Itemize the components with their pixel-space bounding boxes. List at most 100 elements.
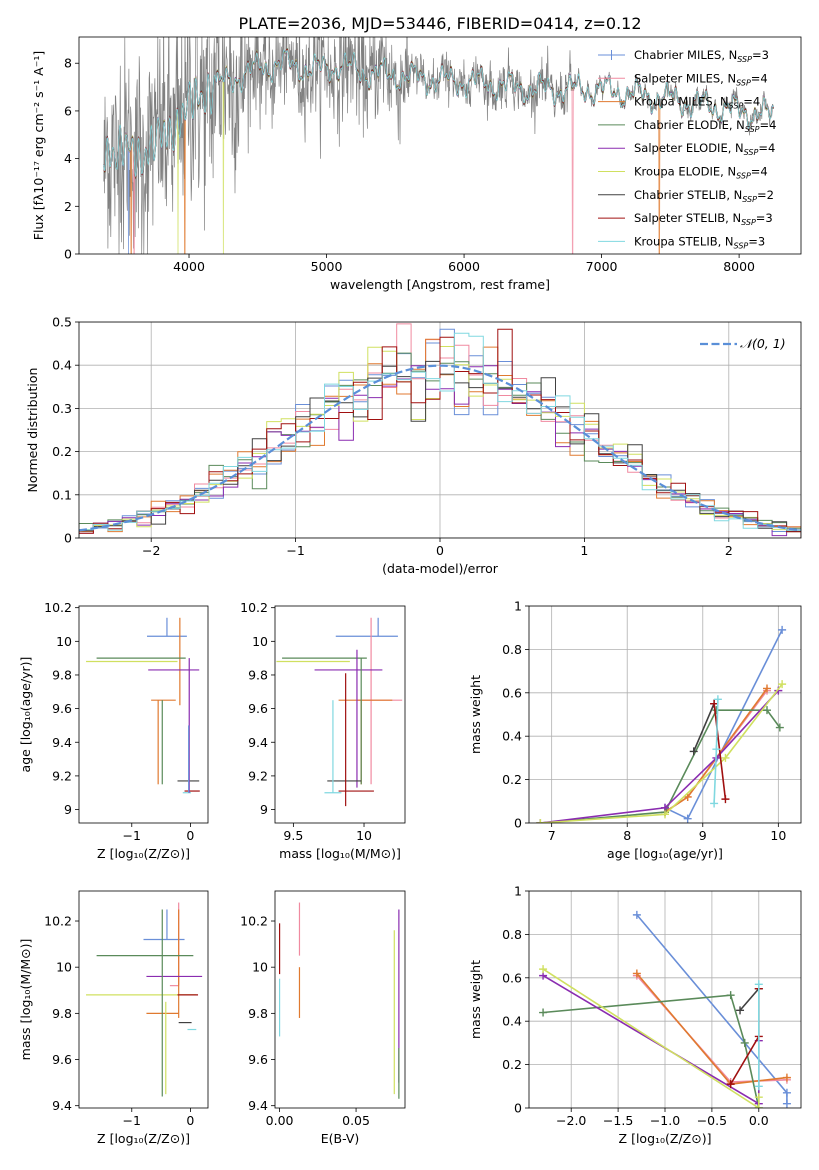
x-axis-label: Z [log₁₀(Z/Z⊙)] — [97, 846, 190, 861]
legend-label: Salpeter ELODIE, NSSP=4 — [634, 141, 775, 157]
x-tick-label: 9 — [699, 828, 707, 843]
legend-label-end: =4 — [751, 71, 768, 85]
legend-label-sub: SSP — [741, 218, 756, 227]
y-tick-label: 9 — [260, 802, 268, 817]
y-tick-label: 0 — [64, 247, 72, 262]
x-axis-label: mass [log₁₀(M/M⊙)] — [279, 846, 401, 861]
x-tick-label: 1 — [580, 543, 588, 558]
y-tick-label: 0.6 — [502, 970, 522, 985]
x-axis-label: age [log₁₀(age/yr)] — [607, 846, 723, 861]
y-tick-label: 9.4 — [52, 735, 72, 750]
weight-marker — [736, 1006, 745, 1015]
axes-frame — [274, 890, 406, 1109]
normal-curve — [79, 364, 801, 532]
weight-marker — [740, 1038, 749, 1047]
y-tick-label: 9.8 — [248, 1006, 268, 1021]
x-axis-label: E(B-V) — [321, 1131, 360, 1146]
weight-marker — [782, 1099, 791, 1108]
weight-marker — [782, 1088, 791, 1097]
y-tick-label: 0.8 — [502, 642, 522, 657]
legend-label-main: Salpeter STELIB, N — [634, 211, 741, 225]
panel-weight-vs-Z: −2.0 −1.5 −1.0 −0.5 0.0 0 0.2 0.4 0.6 0.8 1 Z [log₁… — [468, 884, 802, 1146]
weight-marker — [726, 991, 735, 1000]
y-tick-label: 10.2 — [240, 914, 268, 929]
y-tick-label: 9.6 — [248, 701, 268, 716]
legend-label-sub: SSP — [742, 195, 757, 204]
legend-label: Chabrier STELIB, NSSP=2 — [634, 188, 774, 204]
legend-label: Kroupa MILES, NSSP=4 — [634, 95, 760, 111]
x-axis-label: Z [log₁₀(Z/Z⊙)] — [619, 1131, 712, 1146]
axes-frame — [274, 605, 406, 824]
weight-marker — [754, 1104, 763, 1108]
x-tick-label: 7 — [548, 828, 556, 843]
legend-marker — [606, 50, 617, 60]
y-axis-label: age [log₁₀(age/yr)] — [18, 657, 33, 773]
weight-marker — [536, 819, 545, 823]
x-tick-label: 10 — [770, 828, 786, 843]
legend-label-sub: SSP — [737, 55, 752, 64]
weight-marker — [763, 706, 771, 715]
legend-label-main: Kroupa STELIB, N — [634, 234, 734, 248]
weight-line — [540, 683, 783, 823]
x-tick-label: 0 — [186, 828, 194, 843]
weight-line — [730, 988, 760, 1085]
y-tick-label: 9.8 — [248, 667, 268, 682]
y-tick-label: 4 — [64, 151, 72, 166]
panel-age-vs-Z: −1 0 9 9.2 9.4 9.6 9.8 10 10.2 Z [log₁₀(Z/Z⊙)] age… — [18, 600, 209, 861]
y-tick-label: 9.4 — [248, 735, 268, 750]
weight-marker — [539, 1008, 548, 1017]
x-tick-label: 0.00 — [266, 1113, 294, 1128]
x-tick-label: −1.5 — [603, 1113, 633, 1128]
weight-marker — [721, 753, 730, 762]
panel-spectrum: 4000 5000 6000 7000 8000 0 2 4 6 8 wavelength [Ang… — [31, 36, 802, 292]
y-axis-label: mass [log₁₀(M/M⊙)] — [18, 939, 33, 1061]
y-tick-label: 9.6 — [52, 1052, 72, 1067]
weight-marker — [632, 910, 641, 919]
legend-label-sub: SSP — [745, 125, 760, 134]
residual-histogram-kroupa-stelib — [79, 332, 801, 531]
y-tick-label: 0.4 — [502, 729, 522, 744]
y-tick-label: 9 — [64, 802, 72, 817]
weight-marker — [763, 684, 771, 693]
x-tick-label: 0 — [186, 1113, 194, 1128]
plot-area — [86, 902, 203, 1097]
axes-frame — [528, 605, 802, 824]
legend-label-end: =3 — [756, 211, 773, 225]
weight-marker — [754, 980, 763, 989]
weight-line — [540, 690, 779, 823]
model-spectrum-kroupa-stelib — [103, 49, 774, 178]
y-tick-label: 6 — [64, 103, 72, 118]
weight-marker — [778, 625, 787, 634]
y-tick-label: 0.3 — [52, 401, 72, 416]
plot-area — [86, 617, 200, 794]
x-tick-label: 8000 — [723, 259, 755, 274]
legend-label-end: =3 — [748, 234, 765, 248]
y-tick-label: 0 — [514, 1101, 522, 1116]
y-tick-label: 0.1 — [52, 487, 72, 502]
weight-line — [543, 994, 760, 1108]
y-tick-label: 0.5 — [52, 315, 72, 330]
legend-label: Chabrier ELODIE, NSSP=4 — [634, 118, 776, 134]
x-tick-label: −1 — [123, 1113, 141, 1128]
y-tick-label: 0.4 — [52, 358, 72, 373]
legend-label-end: =3 — [752, 48, 769, 62]
y-tick-label: 0.2 — [52, 444, 72, 459]
y-tick-label: 10 — [56, 960, 72, 975]
y-tick-label: 9.8 — [52, 1006, 72, 1021]
plot-area — [529, 606, 801, 823]
axes-frame — [78, 605, 209, 824]
weight-line — [692, 703, 715, 752]
legend-label: Chabrier MILES, NSSP=3 — [634, 48, 769, 64]
weight-marker — [712, 706, 721, 715]
y-tick-label: 9.6 — [52, 701, 72, 716]
y-tick-label: 9.4 — [52, 1098, 72, 1113]
y-tick-label: 9.6 — [248, 1052, 268, 1067]
y-tick-label: 0.2 — [502, 772, 522, 787]
legend-label-end: =4 — [751, 165, 768, 179]
x-tick-label: −2.0 — [556, 1113, 586, 1128]
axes-frame — [78, 890, 209, 1109]
y-tick-label: 10.2 — [44, 914, 72, 929]
legend-label-main: Chabrier ELODIE, N — [634, 118, 745, 132]
